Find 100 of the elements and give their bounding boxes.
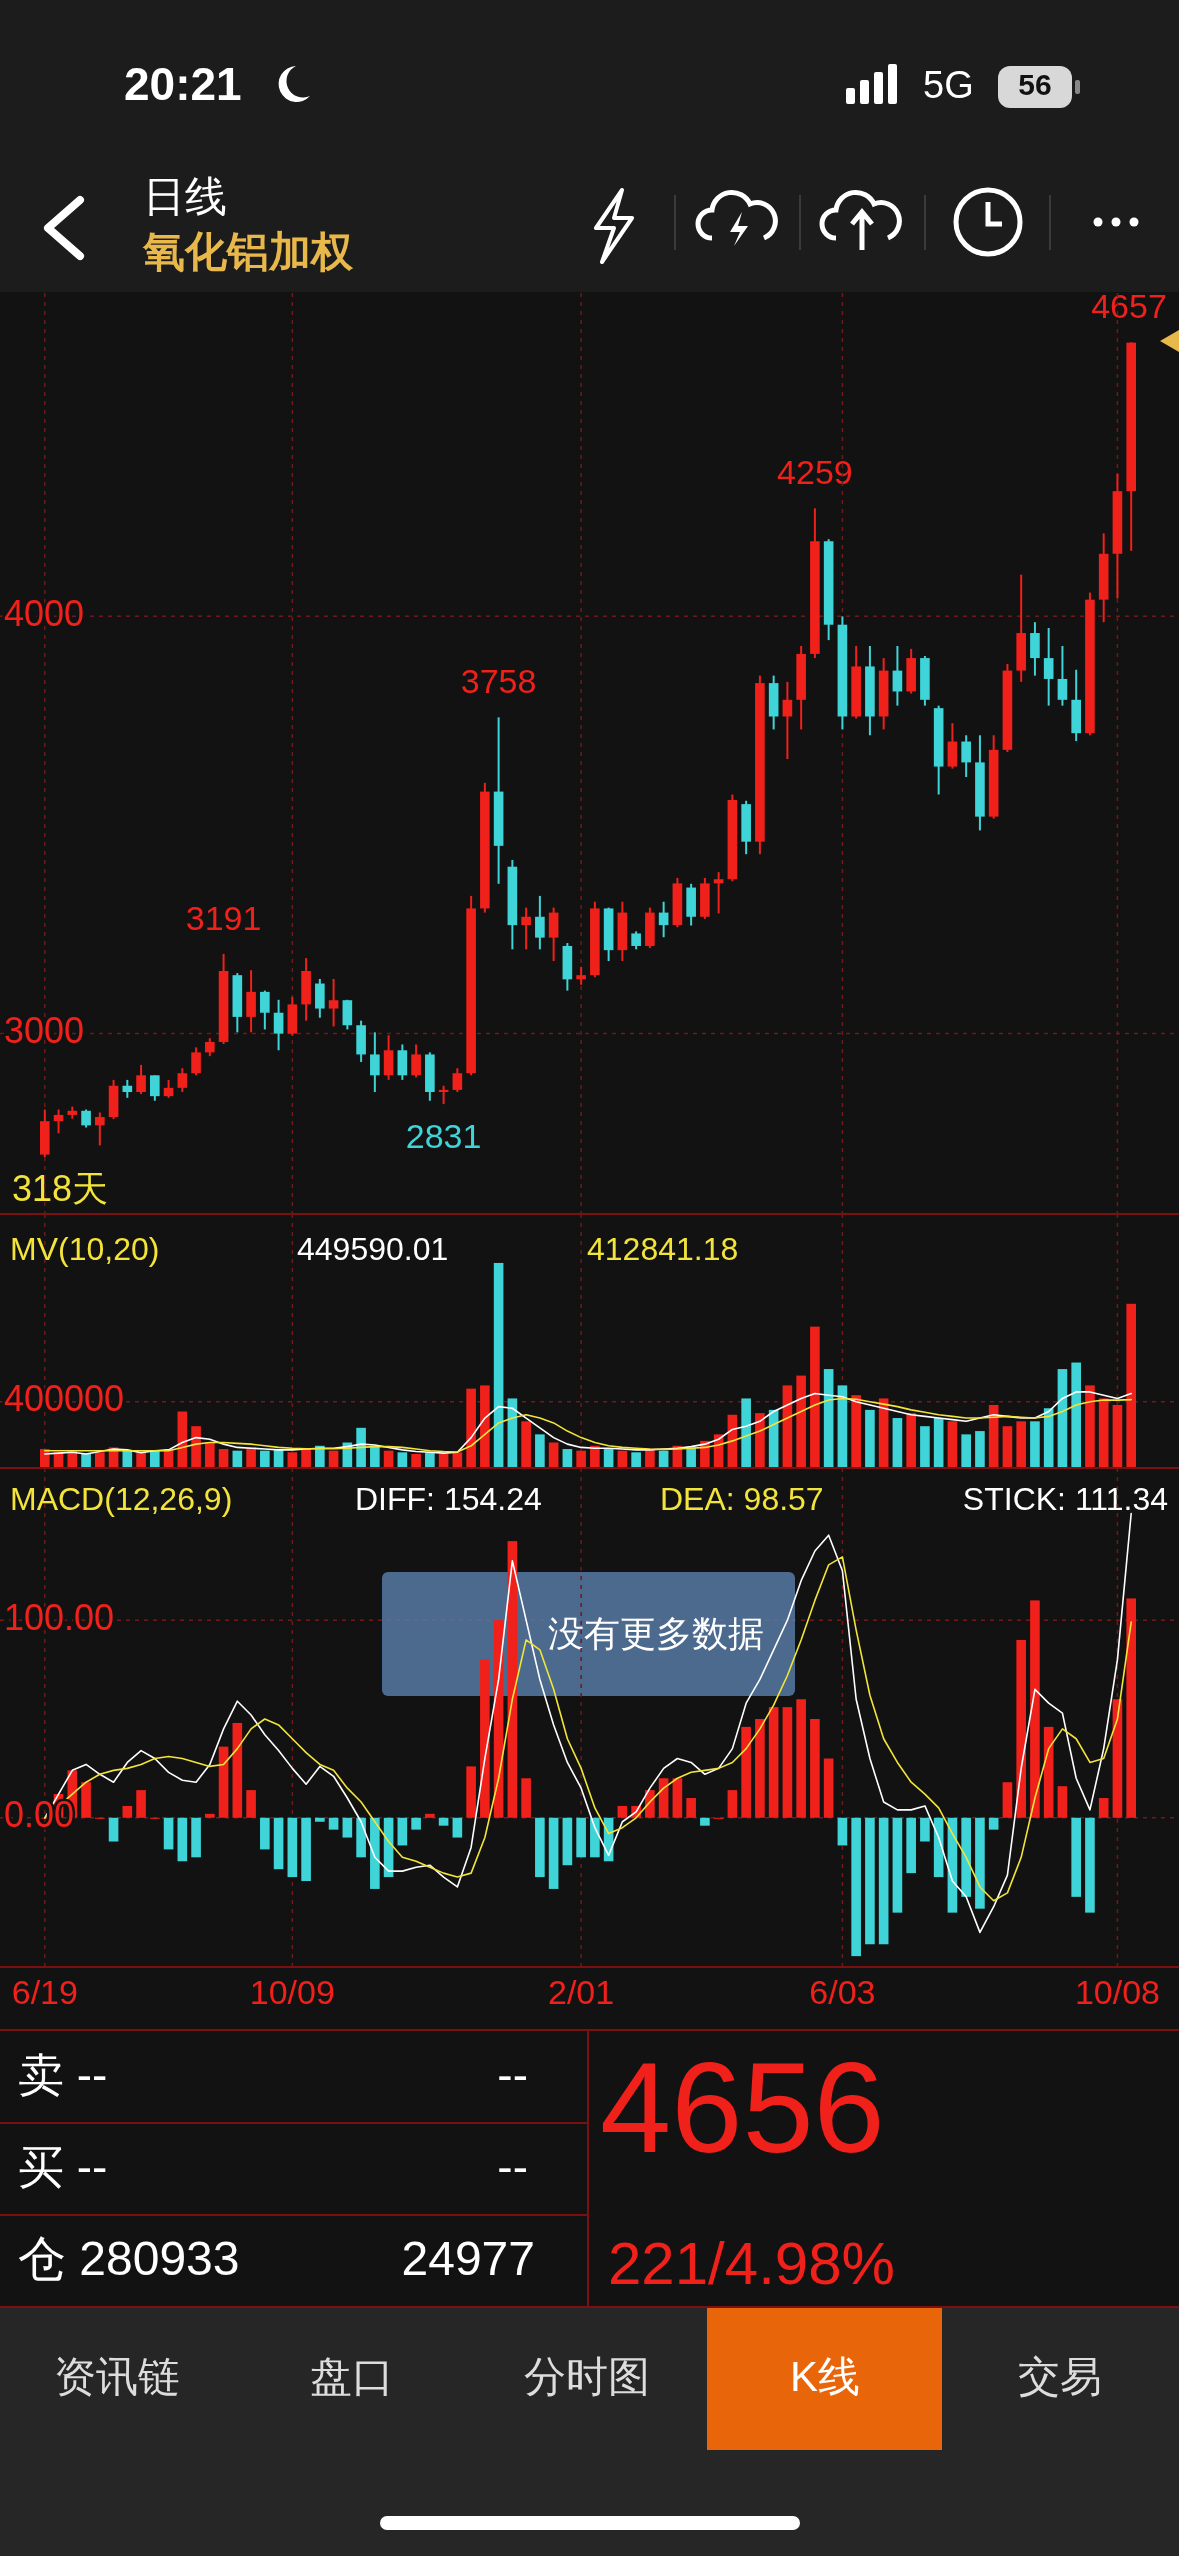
bar <box>466 1766 476 1818</box>
candlestick <box>535 894 545 951</box>
bar <box>1057 1369 1068 1467</box>
bar <box>562 1817 573 1866</box>
bar <box>988 1817 999 1830</box>
candlestick <box>961 734 971 778</box>
bar <box>1030 1421 1040 1467</box>
annotation: 4657 <box>1091 287 1167 326</box>
bar <box>741 1398 751 1467</box>
bar <box>1030 1600 1040 1818</box>
bar <box>397 1452 408 1467</box>
text: 412841.18 <box>587 1231 739 1268</box>
bar <box>122 1805 133 1818</box>
bar <box>218 1449 229 1467</box>
bar <box>191 1817 201 1858</box>
bar <box>617 1805 628 1818</box>
bar <box>177 1817 188 1862</box>
bar <box>521 1421 531 1467</box>
bar <box>246 1447 256 1467</box>
bar <box>947 1421 958 1467</box>
bar <box>342 1817 353 1838</box>
bar <box>136 1790 146 1818</box>
bar <box>480 1659 490 1818</box>
bar <box>810 1718 820 1818</box>
x-tick-label: 10/08 <box>1074 1972 1160 2011</box>
bar <box>755 1718 765 1818</box>
bar <box>466 1388 476 1467</box>
bar <box>535 1817 545 1878</box>
bar <box>452 1452 463 1467</box>
bar <box>645 1449 655 1467</box>
bar <box>631 1452 641 1467</box>
bar <box>315 1817 325 1822</box>
candlestick <box>273 998 284 1052</box>
candlestick <box>411 1043 421 1079</box>
bar <box>370 1817 380 1889</box>
bar <box>301 1817 311 1882</box>
y-tick-label: 400000 <box>4 1378 125 1420</box>
text: K线 <box>789 2353 861 2401</box>
bar <box>851 1817 861 1957</box>
bar <box>452 1817 463 1838</box>
bar <box>865 1817 875 1945</box>
bar <box>892 1817 903 1913</box>
text: 卖 -- <box>18 2049 108 2102</box>
bar <box>768 1707 779 1818</box>
bar <box>301 1449 311 1467</box>
bar <box>81 1782 91 1818</box>
bar <box>411 1817 421 1830</box>
bar <box>150 1450 160 1467</box>
text: MV(10,20) <box>10 1231 160 1268</box>
bar <box>81 1453 91 1467</box>
candlestick <box>713 871 724 915</box>
text: 盘口 <box>310 2353 394 2401</box>
bar <box>782 1707 793 1818</box>
bar <box>823 1369 834 1467</box>
text: 4656 <box>600 2035 885 2179</box>
chart-title: MACD(12,26,9) <box>10 1481 233 1518</box>
bar <box>1016 1639 1026 1818</box>
bar <box>603 1449 614 1467</box>
bar <box>975 1817 985 1909</box>
bar <box>260 1817 270 1850</box>
bar <box>658 1450 669 1467</box>
text: 买 -- <box>18 2141 108 2194</box>
bar <box>232 1450 243 1467</box>
bar <box>40 1449 50 1467</box>
candlestick <box>521 906 531 951</box>
x-tick-label: 2/01 <box>548 1972 615 2011</box>
bar <box>562 1449 573 1467</box>
bar <box>535 1434 545 1467</box>
candlestick <box>95 1111 105 1147</box>
bar <box>590 1445 600 1467</box>
bar <box>617 1450 628 1467</box>
bar <box>163 1817 174 1850</box>
bar <box>191 1426 201 1467</box>
bar <box>1126 1303 1136 1467</box>
bar <box>837 1817 848 1846</box>
bar <box>1098 1798 1109 1818</box>
bar <box>438 1453 449 1467</box>
bar <box>658 1778 669 1818</box>
bar <box>287 1817 298 1878</box>
bar <box>892 1418 903 1467</box>
bar <box>260 1450 270 1467</box>
bar <box>1071 1362 1081 1468</box>
chart-title: 日线 <box>143 173 227 221</box>
message-box: 没有更多数据 <box>382 1572 795 1696</box>
bar <box>906 1817 916 1874</box>
candlestick <box>53 1108 64 1135</box>
bar <box>273 1817 284 1870</box>
bar <box>411 1453 421 1467</box>
annotation: 4259 <box>777 453 853 492</box>
bar <box>205 1442 215 1467</box>
bar <box>356 1817 366 1858</box>
bar <box>1002 1426 1013 1467</box>
bar <box>920 1426 930 1467</box>
annotation: 318天 <box>12 1167 109 1209</box>
bar <box>576 1450 586 1467</box>
bar <box>920 1817 930 1842</box>
bar <box>878 1817 889 1945</box>
text: 24977 <box>401 2231 535 2285</box>
candlestick <box>260 989 270 1031</box>
annotation: 3758 <box>460 662 537 701</box>
